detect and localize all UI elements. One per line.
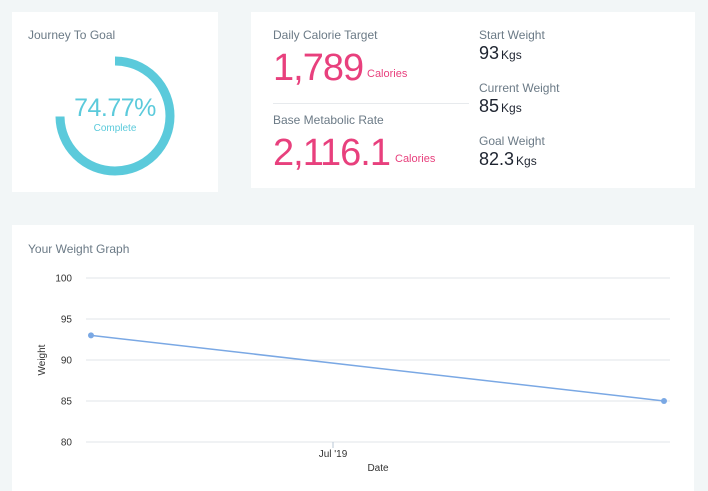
daily-calorie-value: 1,789: [273, 47, 364, 89]
goal-weight-number: 82.3: [479, 149, 515, 169]
graph-title: Your Weight Graph: [28, 242, 130, 256]
current-weight-unit: Kgs: [501, 101, 522, 115]
y-tick-label-80: 80: [61, 438, 73, 449]
y-tick-label-85: 85: [61, 397, 73, 408]
progress-percent: 74.77%: [74, 94, 156, 122]
bmr-value: 2,116.1: [273, 132, 391, 174]
daily-calorie-unit: Calories: [367, 68, 408, 80]
start-weight-unit: Kgs: [501, 48, 522, 62]
progress-complete-label: Complete: [93, 123, 137, 134]
weight-point-0: [88, 332, 94, 339]
weight-series-line: [90, 334, 665, 402]
goal-weight-unit: Kgs: [516, 154, 537, 168]
y-tick-label-95: 95: [61, 315, 73, 326]
y-tick-label-90: 90: [61, 356, 73, 367]
weight-point-1: [661, 398, 667, 404]
journey-card: Journey To Goal 74.77% Complete: [12, 12, 218, 192]
y-tick-label-100: 100: [55, 274, 72, 285]
current-weight-value: 85 Kgs: [479, 96, 522, 117]
goal-weight-value: 82.3 Kgs: [479, 149, 537, 170]
weight-chart: 80 85 90 95 100 Jul '19 Date Weight: [37, 274, 670, 474]
weight-graph-card: 80 85 90 95 100 Jul '19 Date Weight Your Weight…: [12, 225, 694, 491]
journey-title: Journey To Goal: [28, 28, 116, 42]
progress-ring-arc: [55, 56, 175, 176]
x-axis-title: Date: [367, 463, 389, 474]
current-weight-number: 85: [479, 96, 500, 116]
start-weight-label: Start Weight: [479, 28, 545, 42]
stats-divider: [273, 103, 469, 104]
y-axis-title: Weight: [37, 344, 48, 375]
start-weight-number: 93: [479, 43, 500, 63]
daily-calorie-label: Daily Calorie Target: [273, 28, 378, 42]
stats-card: Daily Calorie Target 1,789 Calories Base…: [251, 12, 695, 188]
x-tick-label: Jul '19: [319, 449, 348, 460]
goal-weight-label: Goal Weight: [479, 134, 545, 148]
bmr-unit: Calories: [395, 153, 436, 165]
bmr-label: Base Metabolic Rate: [273, 113, 384, 127]
progress-ring: [55, 56, 175, 176]
current-weight-label: Current Weight: [479, 81, 560, 95]
start-weight-value: 93 Kgs: [479, 43, 522, 64]
